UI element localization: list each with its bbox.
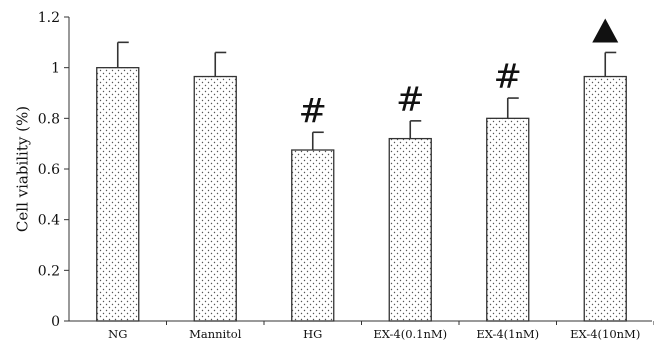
bar xyxy=(96,67,140,322)
y-tick-label: 0.8 xyxy=(38,111,60,127)
x-tick-label: EX-4(0.1nM) xyxy=(373,327,447,341)
bars-layer: # # # xyxy=(96,18,627,322)
y-tick-label: 1 xyxy=(51,61,60,77)
x-tick-label: Mannitol xyxy=(189,327,242,341)
annotation-triangle xyxy=(592,18,619,43)
y-axis-label: Cell viability (%) xyxy=(13,106,31,232)
axes-layer: 0 0.2 0.4 0.6 0.8 1 1.2 NG Mannitol HG EX-4(0.1nM)… xyxy=(38,10,654,341)
bar xyxy=(583,75,627,322)
annotation-label: # xyxy=(299,91,328,131)
annotation-label: # xyxy=(494,57,523,97)
y-tick-label: 0.6 xyxy=(38,162,60,178)
bar xyxy=(193,75,237,322)
annotation-label: # xyxy=(396,80,425,120)
bar xyxy=(486,117,530,322)
x-tick-label: EX-4(10nM) xyxy=(570,327,640,341)
x-tick-label: EX-4(1nM) xyxy=(476,327,539,341)
bar xyxy=(291,149,335,322)
y-tick-label: 0 xyxy=(51,314,60,330)
y-tick-label: 0.4 xyxy=(38,213,60,229)
bar xyxy=(388,137,432,322)
y-tick-label: 0.2 xyxy=(38,263,60,279)
y-tick-label: 1.2 xyxy=(38,10,60,26)
x-tick-label: NG xyxy=(108,327,127,341)
x-tick-label: HG xyxy=(303,327,322,341)
